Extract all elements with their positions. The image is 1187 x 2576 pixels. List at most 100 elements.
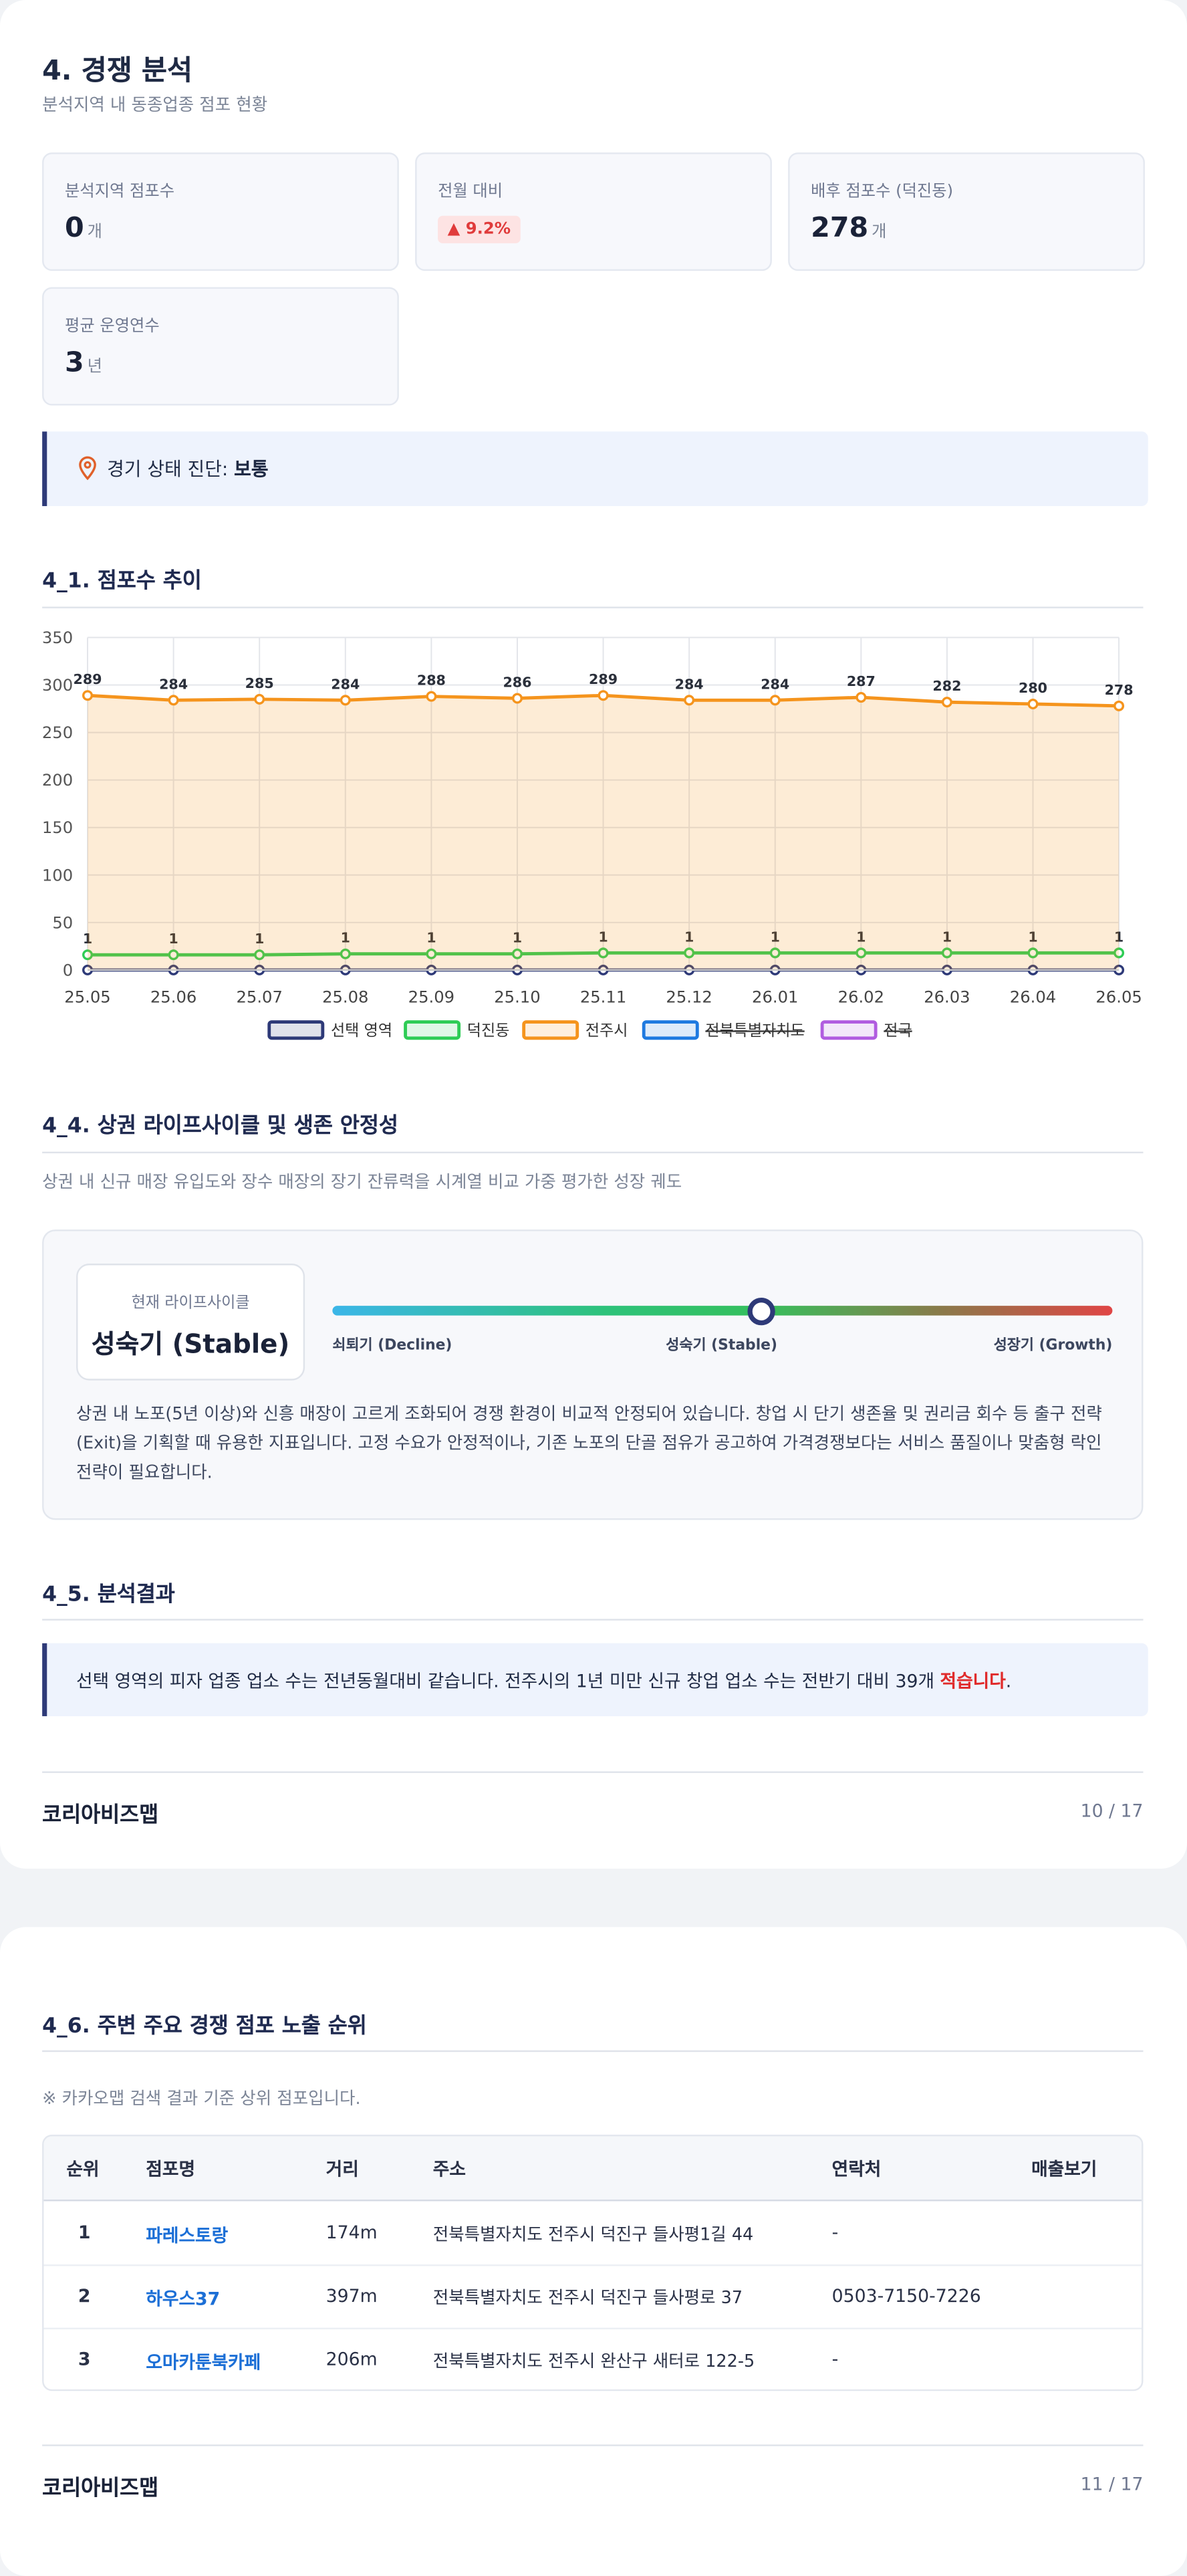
table-note: ※ 카카오맵 검색 결과 기준 상위 점포입니다.	[42, 2089, 361, 2109]
lifecycle-body: 상권 내 노포(5년 이상)와 신흥 매장이 고르게 조화되어 경쟁 환경이 비…	[76, 1405, 1102, 1483]
kpi-label: 평균 운영연수	[65, 318, 160, 336]
unit: 년	[87, 358, 102, 376]
result-text: 선택 영역의 피자 업종 업소 수는 전년동월대비 같습니다. 전주시의 1년 …	[76, 1667, 1011, 1693]
y-tick-label: 350	[42, 628, 73, 647]
legend-swatch	[820, 1020, 878, 1040]
point	[769, 695, 781, 706]
legend-item: 전북특별자치도	[642, 1020, 805, 1040]
column-header: 거리	[325, 2159, 359, 2180]
cell: 206m	[325, 2349, 378, 2370]
divider	[42, 2050, 1144, 2053]
data-label: 289	[74, 671, 102, 687]
data-label: 285	[245, 675, 274, 691]
gauge-marker	[747, 1297, 775, 1326]
ranking-table: 순위 점포명 거리 주소 연락처 매출보기 1 파레스토랑 174m 전북특별자치도 전주시 덕진…	[42, 2134, 1144, 2391]
lifecycle-box: 현재 라이프사이클 성숙기 (Stable) 쇠퇴기 (Decline) 성숙기…	[42, 1230, 1144, 1520]
column-header: 연락처	[831, 2159, 882, 2180]
current-stage: 성숙기 (Stable)	[91, 1328, 290, 1360]
kpi-card: 배후 점포수 (덕진동) 278 개	[788, 152, 1145, 271]
store-link[interactable]: 오마카툰북카페	[146, 2352, 261, 2373]
legend-item: 전국	[820, 1020, 912, 1040]
report-page: 4_6. 주변 주요 경쟁 점포 노출 순위 ※ 카카오맵 검색 결과 기준 상…	[0, 1927, 1187, 2576]
value: 278	[811, 212, 869, 245]
point	[254, 693, 265, 705]
kpi-card: 전월 대비 ▲ 9.2%	[415, 152, 772, 271]
data-label: 1	[942, 929, 952, 945]
divider	[42, 1151, 1144, 1154]
section-title: 4_1. 점포수 추이	[42, 569, 202, 594]
store-link[interactable]: 하우스37	[146, 2289, 221, 2310]
area	[88, 695, 1119, 970]
y-tick-label: 300	[42, 675, 73, 695]
legend-item: 덕진동	[404, 1020, 509, 1040]
point	[598, 947, 609, 959]
column-header: 점포명	[146, 2159, 196, 2180]
point	[254, 949, 265, 961]
y-tick-label: 150	[42, 818, 73, 837]
data-label: 1	[684, 929, 694, 945]
data-label: 280	[1019, 680, 1047, 696]
footer-brand: 코리아비즈맵	[42, 2476, 159, 2502]
data-label: 288	[417, 673, 446, 689]
point	[511, 948, 523, 959]
cell: 2	[78, 2285, 91, 2307]
up-icon: ▲	[447, 220, 466, 239]
x-tick-label: 25.08	[322, 987, 368, 1006]
x-tick-label: 25.11	[580, 987, 626, 1006]
row-divider	[43, 2327, 1142, 2330]
y-tick-label: 100	[42, 865, 73, 885]
data-label: 1	[341, 930, 350, 946]
divider	[42, 606, 1144, 608]
data-label: 284	[331, 676, 360, 692]
page-number: 11 / 17	[1080, 2474, 1144, 2495]
subtitle: 분석지역 내 동종업종 점포 현황	[42, 96, 268, 116]
cell: 전북특별자치도 전주시 덕진구 들사평1길 44	[432, 2225, 754, 2245]
change-badge: ▲ 9.2%	[438, 215, 521, 243]
data-label: 1	[83, 931, 92, 947]
point	[82, 949, 94, 961]
pin-icon	[79, 456, 96, 481]
point	[941, 697, 952, 708]
cell: 전북특별자치도 전주시 완산구 새터로 122-5	[432, 2352, 755, 2372]
store-link[interactable]: 파레스토랑	[146, 2225, 229, 2247]
point	[511, 693, 523, 704]
x-tick-label: 26.05	[1095, 987, 1142, 1006]
legend-label: 전북특별자치도	[705, 1022, 804, 1040]
cell: 174m	[325, 2222, 378, 2244]
text: 선택 영역의 피자 업종 업소 수는 전년동월대비 같습니다. 전주시의 1년 …	[76, 1671, 940, 1692]
stage-label: 성장기 (Growth)	[993, 1338, 1113, 1355]
x-tick-label: 26.03	[924, 987, 970, 1006]
kpi-value: 278 개	[811, 213, 886, 245]
divider	[42, 1619, 1144, 1621]
kpi-label: 배후 점포수 (덕진동)	[811, 183, 954, 201]
point	[168, 695, 179, 706]
stage-label: 쇠퇴기 (Decline)	[332, 1338, 452, 1355]
y-tick-label: 250	[42, 723, 73, 742]
point	[855, 692, 867, 703]
table-header	[43, 2136, 1142, 2202]
value: 9.2%	[465, 220, 511, 239]
point	[1027, 698, 1039, 709]
unit: 개	[872, 223, 887, 242]
y-tick-label: 0	[63, 960, 73, 979]
data-label: 284	[761, 676, 789, 692]
value: 3	[65, 347, 84, 380]
table-body: 순위 점포명 거리 주소 연락처 매출보기 1 파레스토랑 174m 전북특별자치도 전주시 덕진…	[43, 2136, 1142, 2389]
point	[684, 695, 695, 706]
cell: -	[831, 2222, 839, 2244]
point	[855, 947, 867, 959]
legend-item: 선택 영역	[267, 1020, 392, 1040]
data-label: 278	[1105, 682, 1134, 698]
data-label: 287	[847, 673, 876, 689]
data-label: 284	[675, 676, 704, 692]
point	[684, 947, 695, 959]
row-divider	[43, 2264, 1142, 2266]
data-label: 289	[589, 671, 618, 687]
y-tick-label: 50	[52, 913, 73, 932]
text: .	[1005, 1671, 1012, 1692]
data-label: 1	[1114, 929, 1124, 945]
point	[82, 690, 94, 701]
